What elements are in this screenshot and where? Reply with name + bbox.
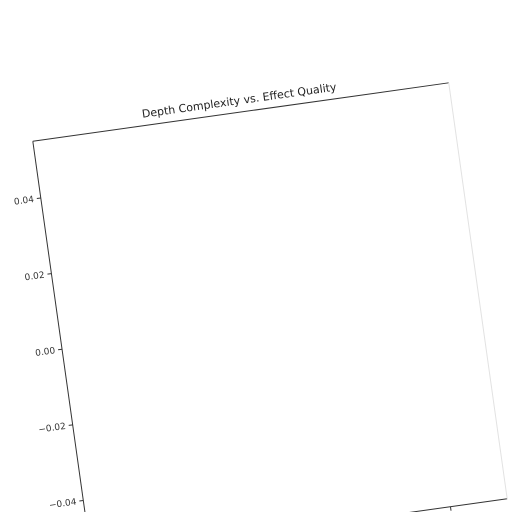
y-axis: −0.04 −0.02 0.00 0.02 0.04 (13, 195, 84, 511)
y-tick-mark (47, 273, 52, 275)
y-tick-label: 0.04 (13, 195, 35, 208)
y-tick-mark (58, 348, 63, 351)
x-tick-mark (449, 506, 452, 511)
right-spine (448, 82, 508, 499)
y-tick-label: −0.02 (38, 422, 67, 436)
y-tick-mark (79, 499, 84, 502)
x-axis: −0.04−0.020.000.020.04 (449, 506, 452, 511)
y-tick-mark (68, 424, 73, 426)
y-tick-label: 0.00 (35, 346, 57, 359)
top-spine (32, 82, 449, 142)
y-tick-label: 0.02 (24, 271, 45, 284)
y-tick-label: −0.04 (48, 497, 77, 511)
bottom-spine (91, 498, 508, 512)
y-tick-mark (36, 197, 41, 200)
left-spine (32, 141, 92, 512)
plot-area: Depth Complexity vs. Effect Quality −0.0… (13, 80, 508, 512)
chart-title: Depth Complexity vs. Effect Quality (141, 80, 338, 120)
